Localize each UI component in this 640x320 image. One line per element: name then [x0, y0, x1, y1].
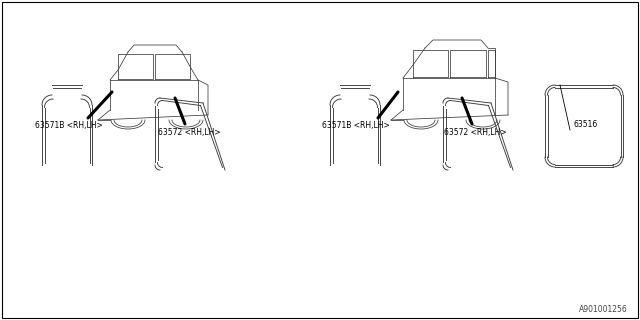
Text: A901001256: A901001256 — [579, 305, 628, 314]
Text: 63571B <RH,LH>: 63571B <RH,LH> — [322, 121, 390, 130]
Text: 63572 <RH,LH>: 63572 <RH,LH> — [158, 128, 221, 137]
Text: 63572 <RH,LH>: 63572 <RH,LH> — [444, 128, 507, 137]
Text: 63571B <RH,LH>: 63571B <RH,LH> — [35, 121, 103, 130]
Text: 63516: 63516 — [573, 120, 597, 129]
